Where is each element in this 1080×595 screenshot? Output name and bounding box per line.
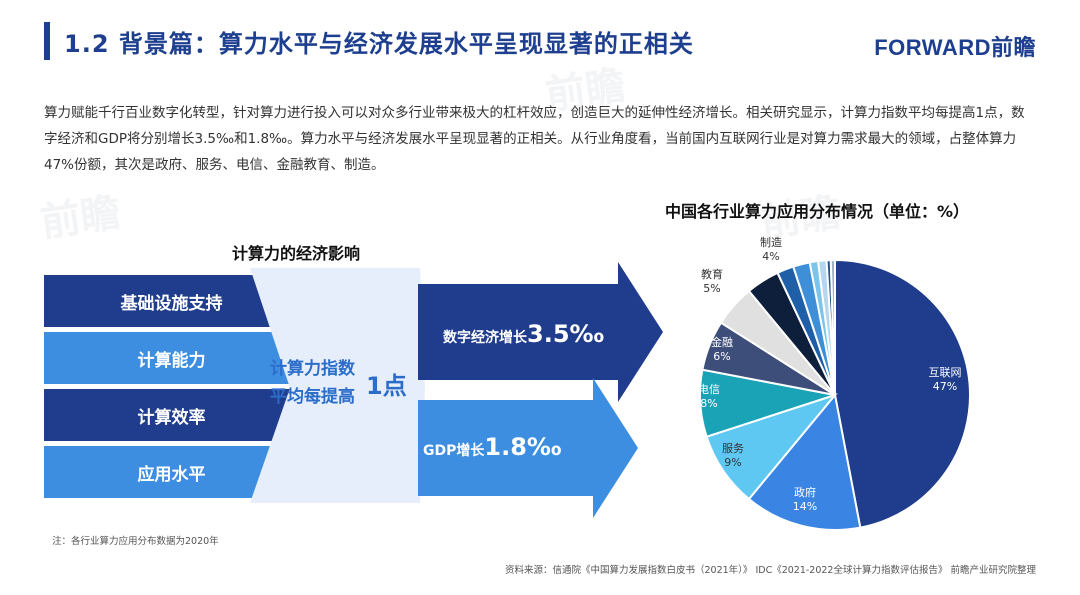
slice-label-manufacturing: 制造 4% [760, 236, 782, 264]
intro-paragraph: 算力赋能千行百业数字化转型，针对算力进行投入可以对众多行业带来极大的杠杆效应，创… [44, 105, 1025, 173]
brand-logo: FORWARD前瞻 [874, 35, 1036, 60]
slice-label-internet-name: 互联网 [928, 366, 962, 379]
slice-label-education-name: 教育 [701, 268, 723, 281]
center-text: 计算力指数 平均每提高 [270, 355, 355, 411]
digital-economy-arrow [418, 262, 663, 402]
chart-title: 中国各行业算力应用分布情况（单位：%） [665, 202, 970, 221]
pie-chart [699, 258, 971, 530]
digital-economy-label: 数字经济增长3.5‰ [443, 320, 604, 348]
pie-slice-2 [747, 392, 862, 530]
center-value: 1点 [366, 372, 407, 400]
title-accent-bar [44, 22, 50, 60]
slice-label-education-pct: 5% [703, 282, 721, 295]
slice-label-telecom-pct: 8% [700, 397, 718, 410]
slice-label-internet: 互联网 47% [929, 366, 962, 394]
center-text-line2: 平均每提高 [270, 387, 355, 407]
gdp-label-text: GDP增长 [423, 443, 485, 459]
slice-label-government-name: 政府 [793, 486, 816, 499]
slice-label-finance-pct: 6% [713, 350, 731, 363]
slice-label-services: 服务 9% [722, 442, 744, 470]
gdp-value: 1.8‰ [484, 433, 562, 461]
watermark: 前瞻 [37, 189, 124, 247]
slice-label-government-pct: 14% [792, 500, 818, 513]
gdp-label: GDP增长1.8‰ [423, 433, 561, 461]
factor-compute-capacity: 计算能力 [44, 332, 299, 384]
gdp-arrow [418, 378, 638, 518]
pie-slice-1 [834, 258, 971, 529]
slice-label-internet-pct: 47% [932, 380, 958, 393]
slice-label-manufacturing-pct: 4% [762, 250, 780, 263]
slice-label-services-pct: 9% [724, 456, 742, 469]
slice-label-telecom: 电信 8% [698, 383, 720, 411]
slice-label-education: 教育 5% [701, 268, 723, 296]
slice-label-finance: 金融 6% [711, 336, 733, 364]
center-text-line1: 计算力指数 [270, 359, 355, 379]
page-title: 1.2 背景篇：算力水平与经济发展水平呈现显著的正相关 [64, 30, 694, 58]
diagram-title: 计算力的经济影响 [232, 244, 361, 263]
slice-label-finance-name: 金融 [711, 336, 733, 349]
digital-economy-value: 3.5‰ [527, 320, 605, 348]
footnote: 注：各行业算力应用分布数据为2020年 [52, 536, 219, 547]
source-line: 资料来源：信通院《中国算力发展指数白皮书（2021年）》 IDC《2021-20… [505, 565, 1036, 576]
digital-economy-label-text: 数字经济增长 [443, 330, 527, 346]
slice-label-manufacturing-name: 制造 [760, 236, 782, 249]
center-hexagon-shape [250, 268, 425, 503]
factor-compute-efficiency: 计算效率 [44, 389, 299, 441]
slice-label-services-name: 服务 [722, 442, 744, 455]
slice-label-government: 政府 14% [793, 486, 817, 514]
pie-slice-13 [829, 258, 836, 396]
slice-label-telecom-name: 电信 [698, 383, 720, 396]
